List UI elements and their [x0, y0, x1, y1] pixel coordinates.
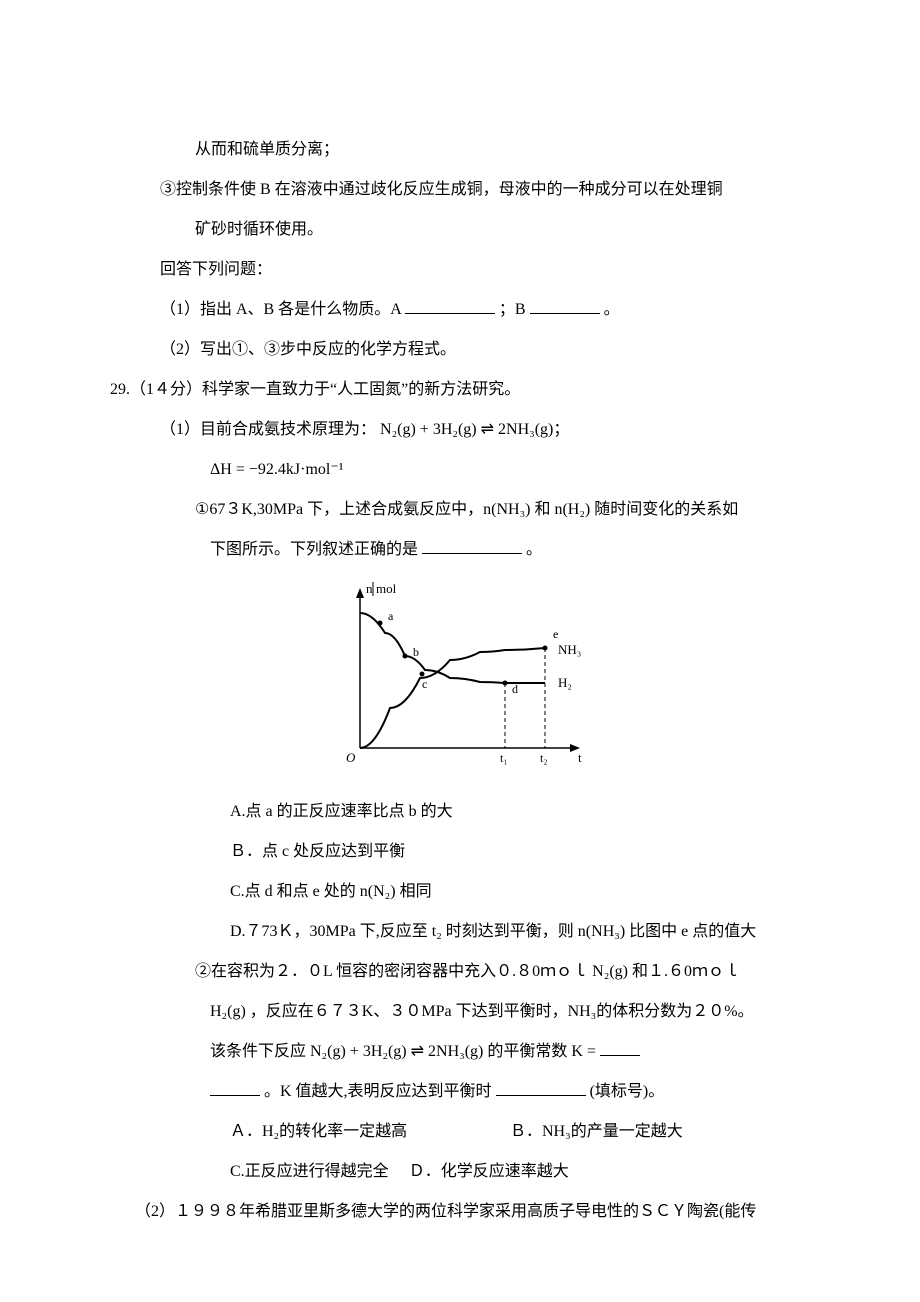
text: 。K 值越大,表明反应达到平衡时 [264, 1083, 492, 1100]
line-step3-b: 矿砂时循环使用。 [110, 210, 810, 250]
svg-text:e: e [553, 627, 558, 641]
q29-part2: （2）１９９８年希腊亚里斯多德大学的两位科学家采用高质子导电性的ＳＣＹ陶瓷(能传 [110, 1192, 810, 1232]
text: 从而和硫单质分离； [195, 141, 339, 158]
option2-D: Ｄ．化学反应速率越大 [409, 1163, 569, 1180]
q29-cond2-a: ②在容积为２．０L 恒容的密闭容器中充入０.８0ｍｏｌ N₂(g) 和１.６0ｍ… [110, 952, 810, 992]
text: A.点 a 的正反应速率比点 b 的大 [230, 803, 453, 820]
line-continuation-1: 从而和硫单质分离； [110, 130, 810, 170]
svg-text:d: d [512, 682, 518, 696]
option2-B: Ｂ．NH₃的产量一定越大 [510, 1112, 683, 1152]
text: 回答下列问题： [160, 261, 272, 278]
option-B: Ｂ．点 c 处反应达到平衡 [110, 832, 810, 872]
line-q1: （1）指出 A、B 各是什么物质。A ；B 。 [110, 290, 810, 330]
text: Ｂ．点 c 处反应达到平衡 [230, 843, 405, 860]
blank-K-1 [600, 1038, 640, 1056]
chart-container: nmol t Ot₁ t₂ NH₃ H₂ a b c d e [110, 570, 810, 792]
text: （1）目前合成氨技术原理为： [160, 421, 376, 438]
text: （2）写出①、③步中反应的化学方程式。 [160, 341, 456, 358]
option2-A: Ａ．H₂的转化率一定越高 [230, 1112, 510, 1152]
text: D.７73Ｋ，30MPa 下,反应至 t₂ 时刻达到平衡，则 n(NH₃) 比图… [230, 923, 756, 940]
option2-row2: C.正反应进行得越完全 Ｄ．化学反应速率越大 [110, 1152, 810, 1192]
text: 。 [604, 301, 620, 318]
q29-cond2-d: 。K 值越大,表明反应达到平衡时 (填标号)。 [110, 1072, 810, 1112]
svg-text:b: b [413, 645, 419, 659]
svg-text:t: t [578, 750, 582, 765]
text: （2）１９９８年希腊亚里斯多德大学的两位科学家采用高质子导电性的ＳＣＹ陶瓷(能传 [135, 1203, 756, 1220]
q29-cond1-b: 下图所示。下列叙述正确的是 。 [110, 530, 810, 570]
blank-B [530, 296, 600, 314]
svg-text:mol: mol [376, 581, 397, 596]
blank-fill [496, 1078, 586, 1096]
blank-K-2 [210, 1078, 260, 1096]
svg-text:O: O [346, 750, 356, 765]
text: (填标号)。 [590, 1083, 665, 1100]
line-step3-a: ③控制条件使 B 在溶液中通过歧化反应生成铜，母液中的一种成分可以在处理铜 [110, 170, 810, 210]
text: 29.（1４分）科学家一直致力于“人工固氮”的新方法研究。 [110, 381, 520, 398]
text: 该条件下反应 N₂(g) + 3H₂(g) ⇌ 2NH₃(g) 的平衡常数 K … [210, 1043, 596, 1060]
option2-C: C.正反应进行得越完全 [230, 1163, 389, 1180]
text: ΔH = −92.4kJ·mol⁻¹ [210, 461, 344, 478]
svg-text:H₂: H₂ [558, 675, 572, 690]
text: 。 [526, 541, 542, 558]
text: （1）指出 A、B 各是什么物质。A [160, 301, 401, 318]
option2-row1: Ａ．H₂的转化率一定越高 Ｂ．NH₃的产量一定越大 [110, 1112, 810, 1152]
reaction-chart: nmol t Ot₁ t₂ NH₃ H₂ a b c d e [330, 578, 590, 768]
text: H₂(g) ，反应在６７３K、３０MPa 下达到平衡时，NH₃的体积分数为２０%… [210, 1003, 754, 1020]
q29-part1: （1）目前合成氨技术原理为： N₂(g) + 3H₂(g) ⇌ 2NH₃(g)； [110, 410, 810, 450]
q29-heading: 29.（1４分）科学家一直致力于“人工固氮”的新方法研究。 [110, 370, 810, 410]
text: ②在容积为２．０L 恒容的密闭容器中充入０.８0ｍｏｌ N₂(g) 和１.６0ｍ… [195, 963, 740, 980]
option-C: C.点 d 和点 e 处的 n(N₂) 相同 [110, 872, 810, 912]
q29-cond2-c: 该条件下反应 N₂(g) + 3H₂(g) ⇌ 2NH₃(g) 的平衡常数 K … [110, 1032, 810, 1072]
q29-cond1-a: ①67３K,30MPa 下，上述合成氨反应中，n(NH₃) 和 n(H₂) 随时… [110, 490, 810, 530]
svg-text:n: n [366, 581, 373, 596]
line-q2: （2）写出①、③步中反应的化学方程式。 [110, 330, 810, 370]
svg-text:NH₃: NH₃ [558, 642, 581, 657]
text: ；B [499, 301, 526, 318]
text: 下图所示。下列叙述正确的是 [210, 541, 418, 558]
option-D: D.７73Ｋ，30MPa 下,反应至 t₂ 时刻达到平衡，则 n(NH₃) 比图… [110, 912, 810, 952]
text: 矿砂时循环使用。 [195, 221, 323, 238]
text: ③控制条件使 B 在溶液中通过歧化反应生成铜，母液中的一种成分可以在处理铜 [160, 181, 723, 198]
line-answer-heading: 回答下列问题： [110, 250, 810, 290]
svg-text:a: a [388, 609, 394, 623]
q29-cond2-b: H₂(g) ，反应在６７３K、３０MPa 下达到平衡时，NH₃的体积分数为２０%… [110, 992, 810, 1032]
q29-deltaH: ΔH = −92.4kJ·mol⁻¹ [110, 450, 810, 490]
equation: N₂(g) + 3H₂(g) ⇌ 2NH₃(g)； [380, 421, 569, 438]
text: ①67３K,30MPa 下，上述合成氨反应中，n(NH₃) 和 n(H₂) 随时… [195, 501, 738, 518]
text: C.点 d 和点 e 处的 n(N₂) 相同 [230, 883, 432, 900]
svg-text:t₂: t₂ [540, 751, 548, 765]
blank-A [405, 296, 495, 314]
option-A: A.点 a 的正反应速率比点 b 的大 [110, 792, 810, 832]
blank-answer-1 [422, 536, 522, 554]
svg-text:t₁: t₁ [500, 751, 508, 765]
svg-text:c: c [422, 677, 427, 691]
